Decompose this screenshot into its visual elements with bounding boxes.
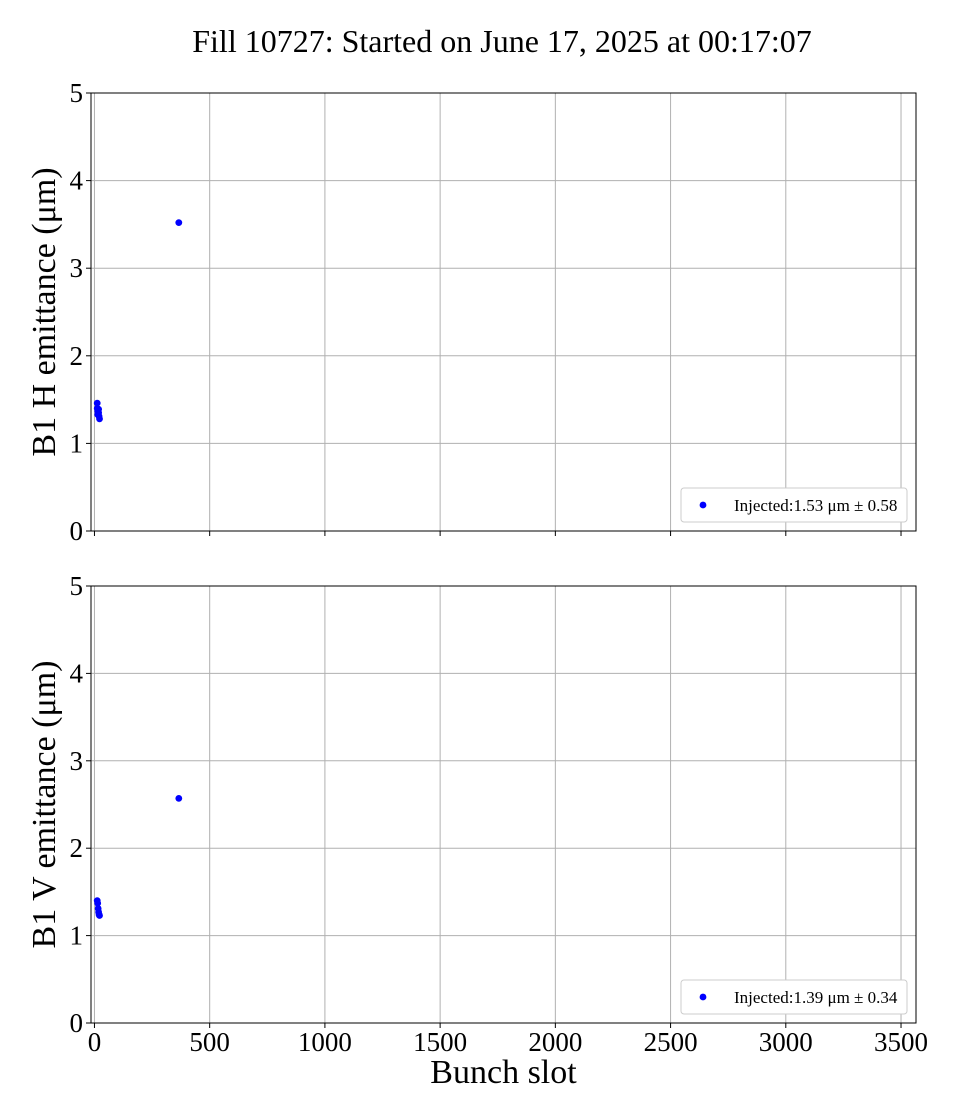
- x-tick-label: 3000: [759, 1027, 813, 1057]
- x-tick-label: 1500: [413, 1027, 467, 1057]
- legend-marker: [699, 501, 707, 509]
- x-tick-label: 500: [189, 1027, 230, 1057]
- y-tick-label: 2: [70, 341, 84, 371]
- data-point: [175, 794, 183, 802]
- data-point: [96, 415, 103, 423]
- y-tick-label: 3: [70, 746, 84, 776]
- legend-box: [680, 979, 908, 1015]
- data-point: [93, 399, 101, 407]
- data-point: [94, 899, 102, 907]
- y-axis-label: B1 V emittance (μm): [26, 661, 63, 949]
- legend-box: [680, 487, 908, 523]
- data-point: [175, 219, 183, 227]
- y-tick-label: 0: [70, 516, 84, 546]
- y-tick-label: 1: [70, 921, 84, 951]
- chart-title: Fill 10727: Started on June 17, 2025 at …: [192, 23, 812, 59]
- x-tick-label: 3500: [874, 1027, 928, 1057]
- legend-label: Injected:1.53 μm ± 0.58: [734, 496, 897, 515]
- panel-b1-v: 0 500 1000 1500 2000 2500 3000 3500 0 1 2 3 4 5 B1 V e…: [26, 571, 928, 1091]
- x-tick-label: 0: [88, 1027, 102, 1057]
- x-tick-label: 2000: [528, 1027, 582, 1057]
- plot-frame: [90, 92, 917, 532]
- x-axis-label: Bunch slot: [430, 1054, 577, 1091]
- y-tick-label: 2: [70, 833, 84, 863]
- panel-b1-h: 0 1 2 3 4 5 B1 H emittance (μm) Injected:1.53 μ…: [26, 78, 917, 546]
- y-tick-label: 1: [70, 428, 84, 458]
- y-tick-label: 5: [70, 78, 84, 108]
- plot-frame: [90, 585, 917, 1024]
- y-tick-label: 4: [70, 166, 84, 196]
- legend-marker: [699, 993, 707, 1001]
- x-tick-label: 1000: [298, 1027, 352, 1057]
- legend-label: Injected:1.39 μm ± 0.34: [734, 988, 898, 1007]
- y-axis-label: B1 H emittance (μm): [26, 167, 63, 456]
- y-tick-label: 5: [70, 571, 84, 601]
- y-tick-label: 0: [70, 1008, 84, 1038]
- y-tick-label: 4: [70, 658, 84, 688]
- y-tick-label: 3: [70, 253, 84, 283]
- x-tick-label: 2500: [644, 1027, 698, 1057]
- data-point: [96, 912, 103, 919]
